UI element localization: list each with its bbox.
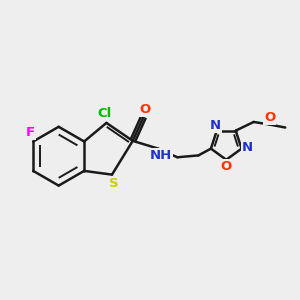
Text: O: O bbox=[264, 111, 275, 124]
Text: S: S bbox=[109, 177, 118, 190]
Text: Cl: Cl bbox=[98, 106, 112, 119]
Text: F: F bbox=[26, 126, 35, 139]
Text: O: O bbox=[139, 103, 150, 116]
Text: N: N bbox=[210, 118, 221, 132]
Text: O: O bbox=[220, 160, 232, 173]
Text: NH: NH bbox=[149, 149, 172, 162]
Text: N: N bbox=[242, 141, 253, 154]
